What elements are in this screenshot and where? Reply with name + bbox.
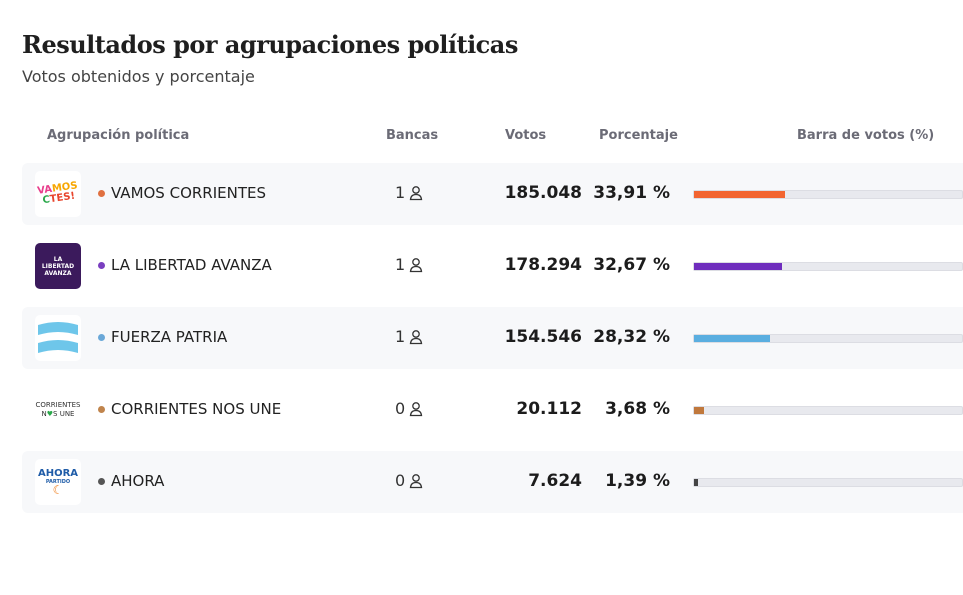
party-name: VAMOS CORRIENTES <box>98 184 266 202</box>
party-logo: AHORA PARTIDO ☾ <box>35 459 81 505</box>
person-icon <box>409 473 423 488</box>
party-name: FUERZA PATRIA <box>98 328 227 346</box>
seats-cell: 0 <box>395 471 424 490</box>
header-seats: Bancas <box>386 128 439 143</box>
percent-cell: 32,67 % <box>593 255 670 275</box>
table-row: AHORA PARTIDO ☾ AHORA 0 7.624 1,39 % <box>22 451 963 513</box>
seats-count: 1 <box>395 327 406 346</box>
party-logo: CORRIENTES N♥S UNE <box>35 387 81 433</box>
party-name-text: FUERZA PATRIA <box>111 328 228 346</box>
percent-cell: 33,91 % <box>593 183 670 203</box>
person-icon <box>409 257 423 272</box>
party-name: CORRIENTES NOS UNE <box>98 400 281 418</box>
party-color-dot <box>98 477 105 485</box>
votes-cell: 178.294 <box>504 255 582 275</box>
vote-bar-fill <box>694 407 704 414</box>
seats-count: 0 <box>395 399 406 418</box>
votes-cell: 185.048 <box>504 183 582 203</box>
vote-bar-track <box>693 478 963 487</box>
vote-bar-track <box>693 190 963 199</box>
party-name-text: VAMOS CORRIENTES <box>111 184 267 202</box>
party-name: AHORA <box>98 472 164 490</box>
seats-count: 1 <box>395 255 406 274</box>
table-row: CORRIENTES N♥S UNE CORRIENTES NOS UNE 0 2… <box>22 379 963 441</box>
table-row: FUERZA PATRIA 1 154.546 28,32 % <box>22 307 963 369</box>
seats-count: 0 <box>395 471 406 490</box>
party-color-dot <box>98 261 105 269</box>
vote-bar-track <box>693 334 963 343</box>
seats-cell: 1 <box>395 255 424 274</box>
vote-bar-fill <box>694 263 782 270</box>
vote-bar-fill <box>694 191 785 198</box>
party-name-text: LA LIBERTAD AVANZA <box>111 256 272 274</box>
page-subtitle: Votos obtenidos y porcentaje <box>22 67 255 86</box>
party-logo: VAMOS CTES! <box>35 171 81 217</box>
header-party: Agrupación política <box>47 128 190 143</box>
seats-count: 1 <box>395 183 406 202</box>
vote-bar-fill <box>694 479 698 486</box>
votes-cell: 7.624 <box>528 471 582 491</box>
header-bar: Barra de votos (%) <box>797 128 935 143</box>
table-row: LA LIBERTAD AVANZA LA LIBERTAD AVANZA 1 17… <box>22 235 963 297</box>
party-color-dot <box>98 189 105 197</box>
seats-cell: 1 <box>395 183 424 202</box>
percent-cell: 3,68 % <box>605 399 670 419</box>
person-icon <box>409 401 423 416</box>
page-title: Resultados por agrupaciones políticas <box>22 30 518 59</box>
vote-bar-fill <box>694 335 770 342</box>
party-logo: LA LIBERTAD AVANZA <box>35 243 81 289</box>
party-name: LA LIBERTAD AVANZA <box>98 256 272 274</box>
percent-cell: 28,32 % <box>593 327 670 347</box>
party-color-dot <box>98 333 105 341</box>
votes-cell: 20.112 <box>516 399 582 419</box>
votes-cell: 154.546 <box>504 327 582 347</box>
vote-bar-track <box>693 406 963 415</box>
seats-cell: 1 <box>395 327 424 346</box>
party-color-dot <box>98 405 105 413</box>
vote-bar-track <box>693 262 963 271</box>
header-percent: Porcentaje <box>599 128 678 143</box>
header-votes: Votos <box>505 128 547 143</box>
seats-cell: 0 <box>395 399 424 418</box>
table-row: VAMOS CTES! VAMOS CORRIENTES 1 185.048 33… <box>22 163 963 225</box>
person-icon <box>409 185 423 200</box>
person-icon <box>409 329 423 344</box>
percent-cell: 1,39 % <box>605 471 670 491</box>
party-logo <box>35 315 81 361</box>
party-name-text: CORRIENTES NOS UNE <box>111 400 282 418</box>
party-name-text: AHORA <box>111 472 165 490</box>
